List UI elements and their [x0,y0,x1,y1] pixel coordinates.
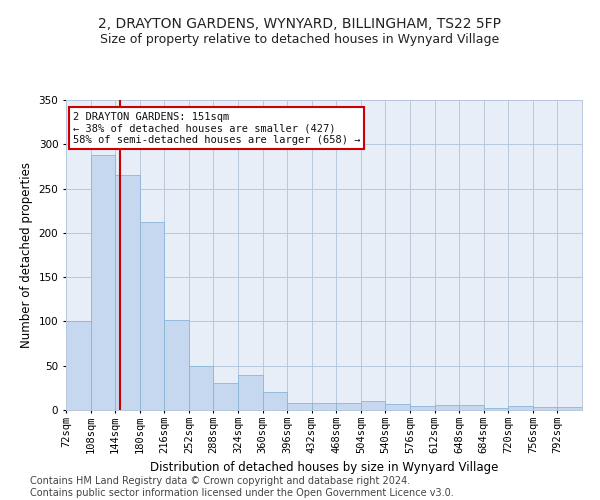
Bar [434,404,459,410]
Bar [459,404,484,410]
Bar [508,406,533,410]
Bar [361,401,385,410]
Bar [66,322,91,410]
Bar [287,403,312,410]
Bar [533,408,557,410]
Text: 2, DRAYTON GARDENS, WYNYARD, BILLINGHAM, TS22 5FP: 2, DRAYTON GARDENS, WYNYARD, BILLINGHAM,… [98,18,502,32]
Bar [214,384,238,410]
Text: Size of property relative to detached houses in Wynyard Village: Size of property relative to detached ho… [100,32,500,46]
Bar [312,403,336,410]
Bar [557,408,582,410]
Bar [263,392,287,410]
Y-axis label: Number of detached properties: Number of detached properties [20,162,33,348]
Bar [91,155,115,410]
X-axis label: Distribution of detached houses by size in Wynyard Village: Distribution of detached houses by size … [150,462,498,474]
Bar [115,176,140,410]
Bar [140,222,164,410]
Bar [484,408,508,410]
Bar [238,374,263,410]
Text: Contains HM Land Registry data © Crown copyright and database right 2024.
Contai: Contains HM Land Registry data © Crown c… [30,476,454,498]
Bar [189,366,214,410]
Bar [410,406,434,410]
Bar [385,404,410,410]
Text: 2 DRAYTON GARDENS: 151sqm
← 38% of detached houses are smaller (427)
58% of semi: 2 DRAYTON GARDENS: 151sqm ← 38% of detac… [73,112,361,144]
Bar [164,320,189,410]
Bar [336,403,361,410]
